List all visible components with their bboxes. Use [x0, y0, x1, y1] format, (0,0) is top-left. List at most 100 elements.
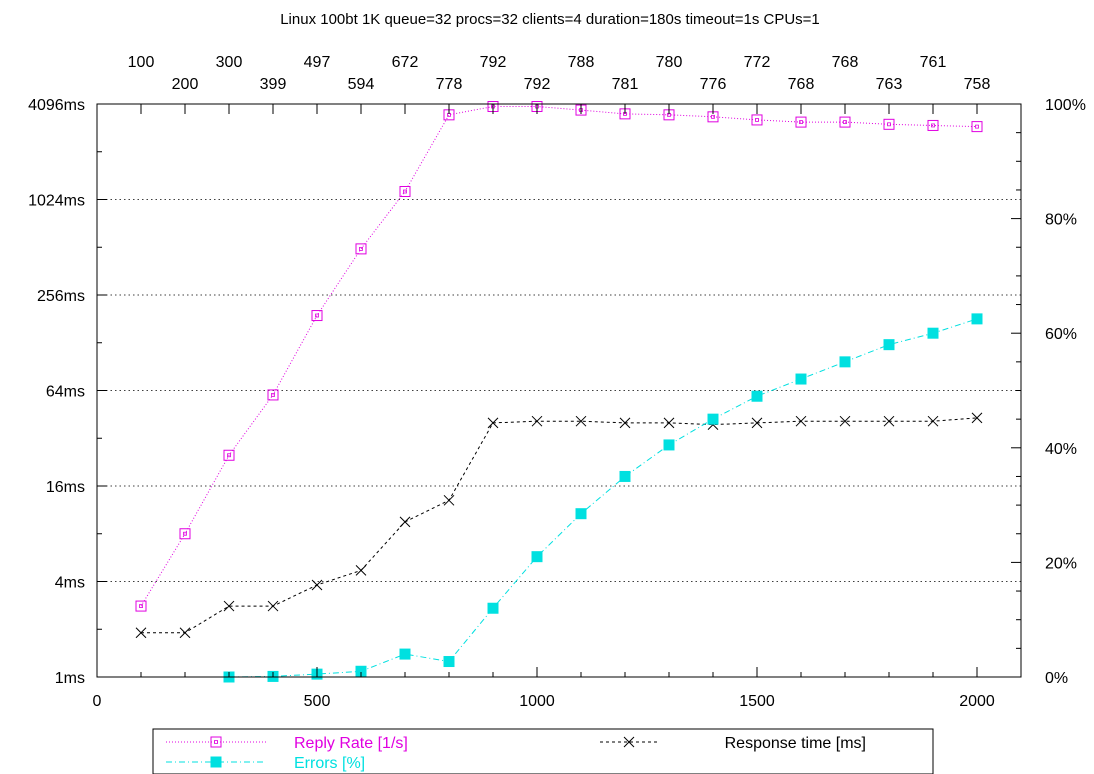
data-point-stroke	[487, 417, 499, 429]
data-point	[971, 121, 983, 133]
data-point-stroke	[623, 736, 635, 748]
top-tick-label: 768	[832, 54, 859, 71]
data-point-stroke	[971, 412, 983, 424]
data-point	[223, 449, 235, 461]
data-point	[311, 579, 323, 591]
top-tick-label: 399	[260, 76, 287, 93]
data-point	[179, 528, 191, 540]
data-point	[839, 415, 851, 427]
data-point	[135, 627, 147, 639]
data-point-stroke	[223, 600, 235, 612]
data-point-inner	[271, 393, 275, 397]
data-point-inner	[183, 531, 187, 536]
data-point-stroke	[751, 417, 763, 429]
data-point	[355, 565, 367, 576]
top-tick-label: 594	[348, 76, 375, 93]
data-point-inner	[887, 122, 891, 127]
legend-item: Errors [%]	[166, 755, 365, 772]
data-point-inner	[359, 246, 363, 251]
data-point	[927, 119, 939, 131]
data-point	[267, 600, 279, 612]
y-left-tick-label: 4ms	[55, 575, 85, 592]
plot-frame	[96, 103, 1022, 678]
top-tick-label: 788	[568, 54, 595, 71]
data-point	[487, 417, 499, 429]
data-point-inner	[315, 313, 319, 318]
data-point-stroke	[795, 415, 807, 427]
data-point	[619, 470, 631, 482]
data-point	[443, 656, 455, 668]
data-point-inner	[227, 453, 231, 458]
data-point	[399, 516, 411, 528]
y-left-tick-label: 256ms	[37, 288, 85, 305]
top-tick-label: 761	[920, 54, 947, 71]
data-point	[135, 600, 147, 612]
data-point-inner	[975, 124, 979, 129]
data-point	[795, 415, 807, 427]
top-tick-label: 497	[304, 54, 331, 71]
y-right-tick-label: 100%	[1045, 97, 1086, 114]
data-point	[443, 494, 455, 506]
legend: Reply Rate [1/s] Errors [%] Response time …	[152, 728, 934, 774]
data-point	[751, 417, 763, 429]
y-left-tick-label: 16ms	[46, 479, 85, 496]
data-point	[971, 412, 983, 424]
legend-label: Response time [ms]	[725, 735, 866, 752]
y-left-tick-label: 1ms	[55, 670, 85, 687]
data-point	[623, 736, 635, 748]
data-point-stroke	[179, 627, 191, 639]
data-point	[839, 356, 851, 368]
data-point	[210, 736, 222, 748]
data-point-stroke	[883, 415, 895, 427]
series-line	[141, 417, 978, 634]
top-tick-label: 792	[480, 54, 507, 71]
data-point	[883, 339, 895, 351]
data-point-stroke	[311, 579, 323, 591]
y-right-tick-label: 60%	[1045, 326, 1077, 343]
y-right-tick-label: 80%	[1045, 212, 1077, 229]
legend-label: Reply Rate [1/s]	[294, 735, 408, 752]
data-point-inner	[139, 604, 143, 608]
data-point-inner	[711, 114, 715, 119]
data-point	[883, 118, 895, 130]
data-point	[575, 508, 587, 520]
top-tick-label: 778	[436, 76, 463, 93]
legend-label: Errors [%]	[294, 755, 365, 772]
data-point	[223, 600, 235, 612]
series-line	[228, 318, 978, 678]
top-tick-label: 200	[172, 76, 199, 93]
data-point-stroke	[531, 415, 543, 427]
x-tick-label: 1000	[519, 693, 555, 710]
data-point-stroke	[399, 516, 411, 528]
data-point-stroke	[355, 565, 367, 576]
data-point-inner	[843, 120, 847, 124]
data-point	[663, 417, 675, 429]
data-point-stroke	[927, 415, 939, 427]
data-point	[663, 439, 675, 451]
y-left-tick-label: 1024ms	[28, 193, 85, 210]
top-tick-label: 781	[612, 76, 639, 93]
data-point	[487, 602, 499, 614]
data-point	[839, 116, 851, 128]
data-point	[927, 327, 939, 339]
series-line	[140, 106, 978, 607]
data-point	[179, 627, 191, 639]
series-layer	[135, 101, 983, 683]
data-point	[575, 415, 587, 427]
y-right-tick-label: 20%	[1045, 555, 1077, 572]
grid	[97, 199, 1021, 582]
data-point-inner	[799, 120, 803, 124]
y-right-tick-label: 40%	[1045, 441, 1077, 458]
legend-item: Reply Rate [1/s]	[166, 735, 408, 752]
data-point	[531, 415, 543, 427]
data-point	[751, 390, 763, 402]
data-point	[883, 415, 895, 427]
top-tick-label: 300	[216, 54, 243, 71]
data-point-stroke	[267, 600, 279, 612]
x-tick-label: 500	[304, 693, 331, 710]
data-point	[267, 389, 279, 401]
data-point	[795, 116, 807, 128]
top-tick-label: 763	[876, 76, 903, 93]
data-point	[795, 373, 807, 385]
